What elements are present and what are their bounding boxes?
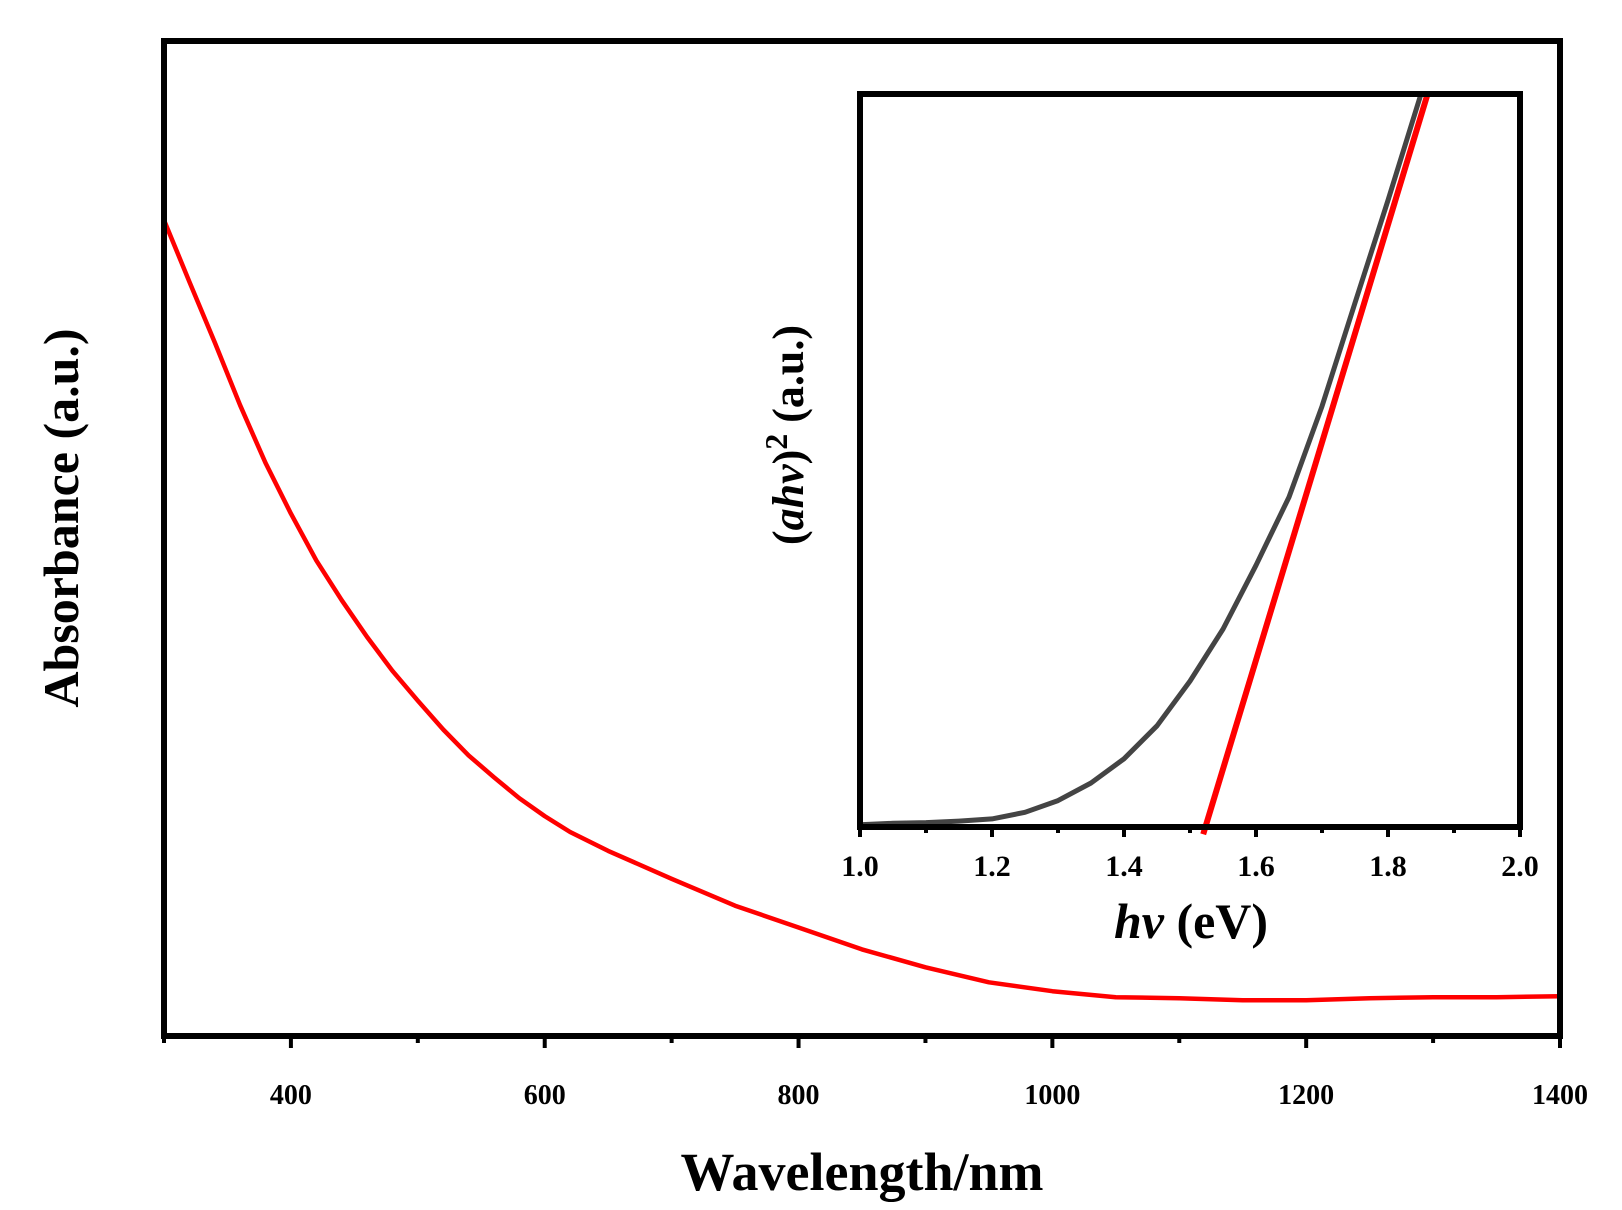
inset-x-axis-label: hv (eV) <box>1114 893 1268 949</box>
inset-x-tick-label: 1.8 <box>1369 850 1407 883</box>
inset-x-tick-label: 1.6 <box>1237 850 1275 883</box>
inset-x-tick-label: 1.2 <box>973 850 1011 883</box>
main-x-axis-ticks: 400 600 800 1000 1200 1400 <box>162 1036 1588 1111</box>
inset-x-tick-label: 2.0 <box>1501 850 1539 883</box>
inset-plot-frame <box>857 91 1523 830</box>
inset-chart: 1.0 1.2 1.4 1.6 1.8 2.0 hv (eV) (ahv)2 (a.u.) <box>758 91 1539 949</box>
inset-tauc-curve <box>857 91 1424 828</box>
main-x-tick-label: 400 <box>270 1080 312 1111</box>
inset-x-tick-label: 1.4 <box>1105 850 1143 883</box>
main-chart: 400 600 800 1000 1200 1400 Wavelength/nm Abso… <box>33 38 1588 1202</box>
main-x-tick-label: 600 <box>524 1080 566 1111</box>
inset-y-axis-label: (ahv)2 (a.u.) <box>758 325 813 545</box>
main-x-tick-label: 1000 <box>1024 1080 1080 1111</box>
inset-x-tick-label: 1.0 <box>841 850 879 883</box>
main-plot-frame <box>161 38 1563 1039</box>
main-absorbance-line <box>161 217 1563 1003</box>
inset-linear-fit-line <box>1200 93 1431 836</box>
main-x-axis-label: Wavelength/nm <box>680 1142 1043 1202</box>
main-x-tick-label: 1400 <box>1532 1080 1588 1111</box>
inset-x-axis-ticks: 1.0 1.2 1.4 1.6 1.8 2.0 <box>841 827 1539 883</box>
main-y-axis-label: Absorbance (a.u.) <box>33 328 89 707</box>
main-x-tick-label: 800 <box>778 1080 820 1111</box>
main-x-tick-label: 1200 <box>1278 1080 1334 1111</box>
